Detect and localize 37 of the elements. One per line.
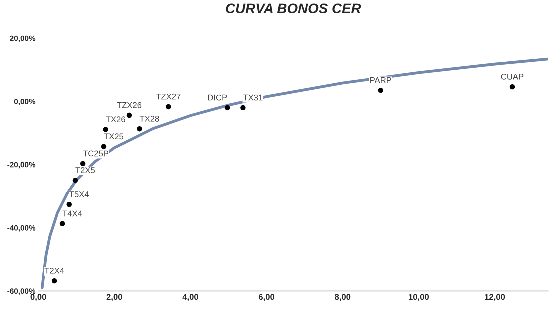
- line-series: [40, 58, 548, 290]
- annotation: TX26: [106, 116, 126, 123]
- point: [225, 105, 230, 111]
- annotation: DICP: [208, 94, 228, 101]
- x-tick-label: 6,00: [258, 294, 275, 302]
- annotation: TC25P: [83, 150, 109, 157]
- annotation: CUAP: [501, 74, 524, 80]
- point: [66, 202, 72, 208]
- point: [72, 178, 78, 184]
- point: [166, 104, 172, 110]
- x-tick-label: 12,00: [485, 294, 506, 302]
- point: [52, 278, 58, 284]
- point: [240, 105, 246, 111]
- point: [60, 221, 66, 226]
- point: [103, 127, 108, 132]
- x-tick-label: 8,00: [335, 294, 351, 302]
- annotation: T4X4: [62, 210, 82, 217]
- x-tick-label: 2,00: [106, 294, 122, 302]
- annotation: TX25: [104, 134, 124, 140]
- annotation: TZX26: [117, 102, 142, 108]
- point: [137, 126, 142, 132]
- annotation: T2X5: [76, 167, 96, 174]
- point: [80, 161, 86, 166]
- point: [101, 144, 107, 150]
- annotation: T2X4: [44, 268, 64, 274]
- point: [126, 112, 132, 118]
- annotation: TZX27: [156, 94, 181, 100]
- annotation: PARP: [370, 78, 392, 84]
- annotation: TX31: [243, 94, 263, 101]
- annotation: T5X4: [70, 192, 90, 198]
- chart-title: CURVA BONOS CER: [226, 4, 362, 14]
- x-tick-label: 0,00: [30, 294, 46, 302]
- point: [378, 88, 384, 94]
- x-tick-label: 4,00: [182, 294, 198, 302]
- annotation: TX28: [140, 116, 160, 122]
- point: [510, 84, 516, 90]
- x-tick-label: 10,00: [409, 294, 430, 302]
